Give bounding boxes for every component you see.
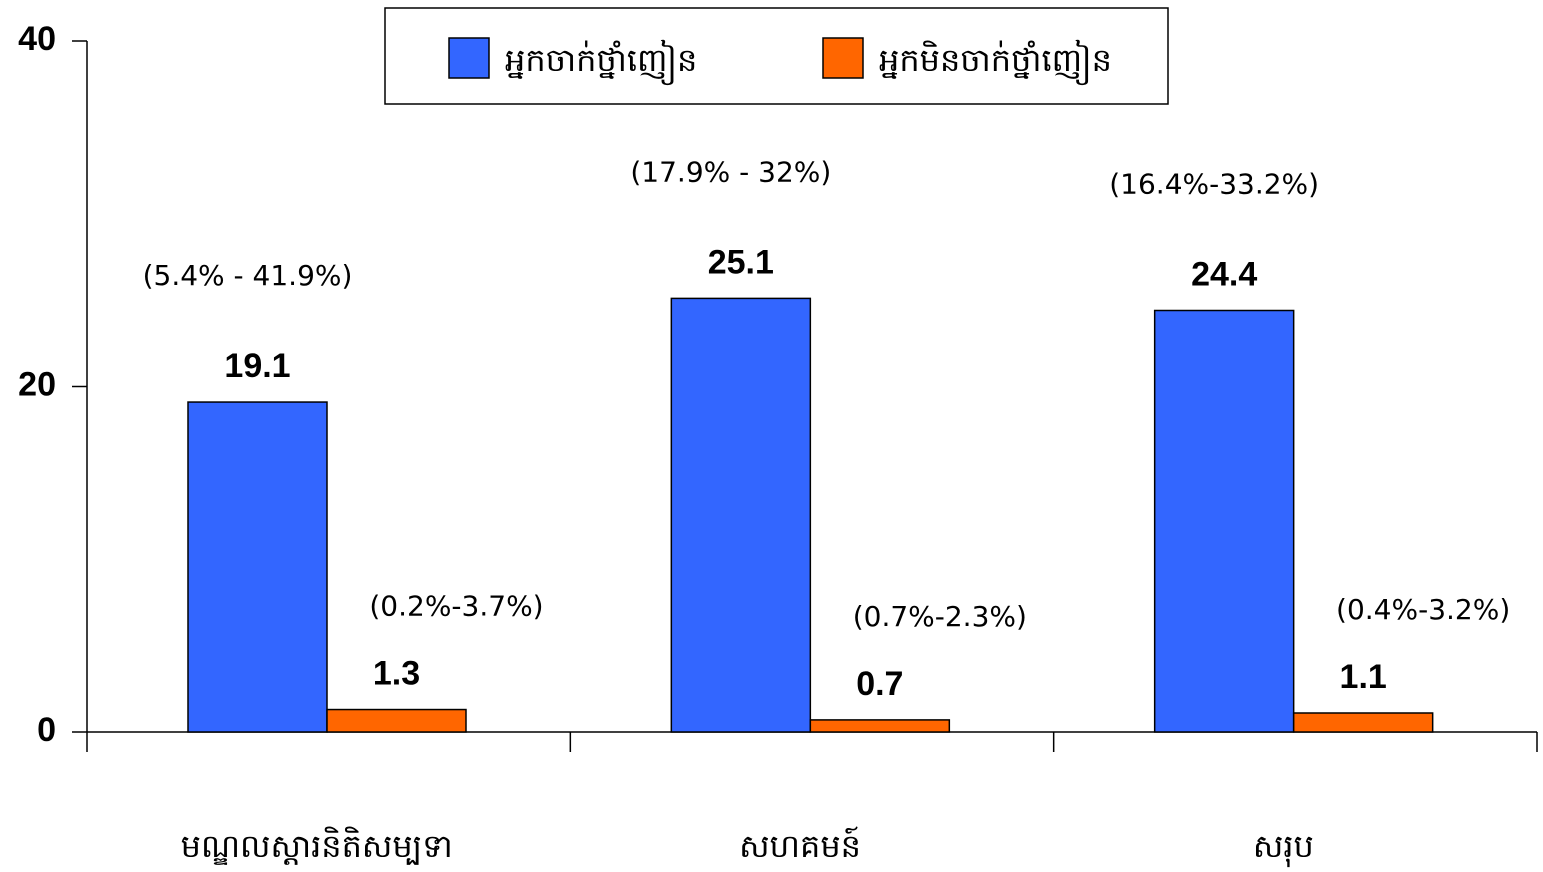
interval-label: (17.9% - 32%) bbox=[630, 155, 831, 188]
legend-label: អ្នកមិនចាក់ថ្នាំញៀន bbox=[879, 39, 1112, 86]
interval-label: (0.4%-3.2%) bbox=[1336, 593, 1510, 626]
value-label: 24.4 bbox=[1191, 255, 1257, 293]
interval-label: (5.4% - 41.9%) bbox=[143, 259, 353, 292]
bar bbox=[1292, 712, 1434, 733]
bar bbox=[809, 719, 951, 733]
y-tick-label: 0 bbox=[37, 711, 56, 749]
value-label: 25.1 bbox=[708, 243, 774, 281]
legend-box bbox=[384, 7, 1169, 105]
y-tick-label: 40 bbox=[18, 20, 56, 58]
bar bbox=[187, 401, 328, 733]
legend-swatch bbox=[822, 37, 864, 79]
bar bbox=[326, 708, 467, 733]
x-tick-label: សរុប bbox=[1253, 827, 1314, 868]
legend-swatch bbox=[448, 37, 490, 79]
interval-label: (16.4%-33.2%) bbox=[1109, 167, 1319, 200]
x-tick-label: មណ្ឌលស្តារនិតិសម្បទា bbox=[181, 826, 453, 865]
value-label: 0.7 bbox=[856, 665, 903, 703]
y-tick-label: 20 bbox=[18, 365, 56, 403]
value-label: 1.1 bbox=[1340, 658, 1387, 696]
x-tick-label: សហគមន៍ bbox=[739, 826, 861, 865]
bar bbox=[670, 297, 812, 733]
interval-label: (0.7%-2.3%) bbox=[853, 600, 1027, 633]
value-label: 1.3 bbox=[373, 655, 420, 693]
value-label: 19.1 bbox=[224, 347, 290, 385]
bar bbox=[1153, 309, 1295, 733]
interval-label: (0.2%-3.7%) bbox=[369, 590, 543, 623]
legend-label: អ្នកចាក់ថ្នាំញៀន bbox=[505, 39, 697, 86]
